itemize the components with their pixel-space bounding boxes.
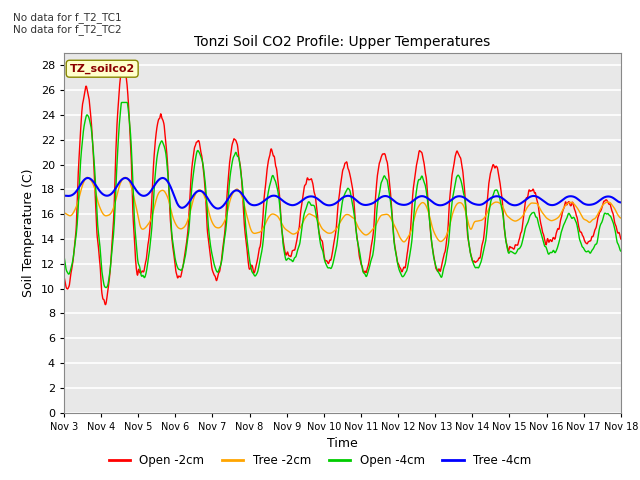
X-axis label: Time: Time bbox=[327, 437, 358, 450]
Y-axis label: Soil Temperature (C): Soil Temperature (C) bbox=[22, 168, 35, 297]
Title: Tonzi Soil CO2 Profile: Upper Temperatures: Tonzi Soil CO2 Profile: Upper Temperatur… bbox=[195, 35, 490, 49]
Legend: Open -2cm, Tree -2cm, Open -4cm, Tree -4cm: Open -2cm, Tree -2cm, Open -4cm, Tree -4… bbox=[104, 449, 536, 472]
Text: TZ_soilco2: TZ_soilco2 bbox=[70, 64, 135, 74]
Text: No data for f_T2_TC1
No data for f_T2_TC2: No data for f_T2_TC1 No data for f_T2_TC… bbox=[13, 12, 122, 36]
